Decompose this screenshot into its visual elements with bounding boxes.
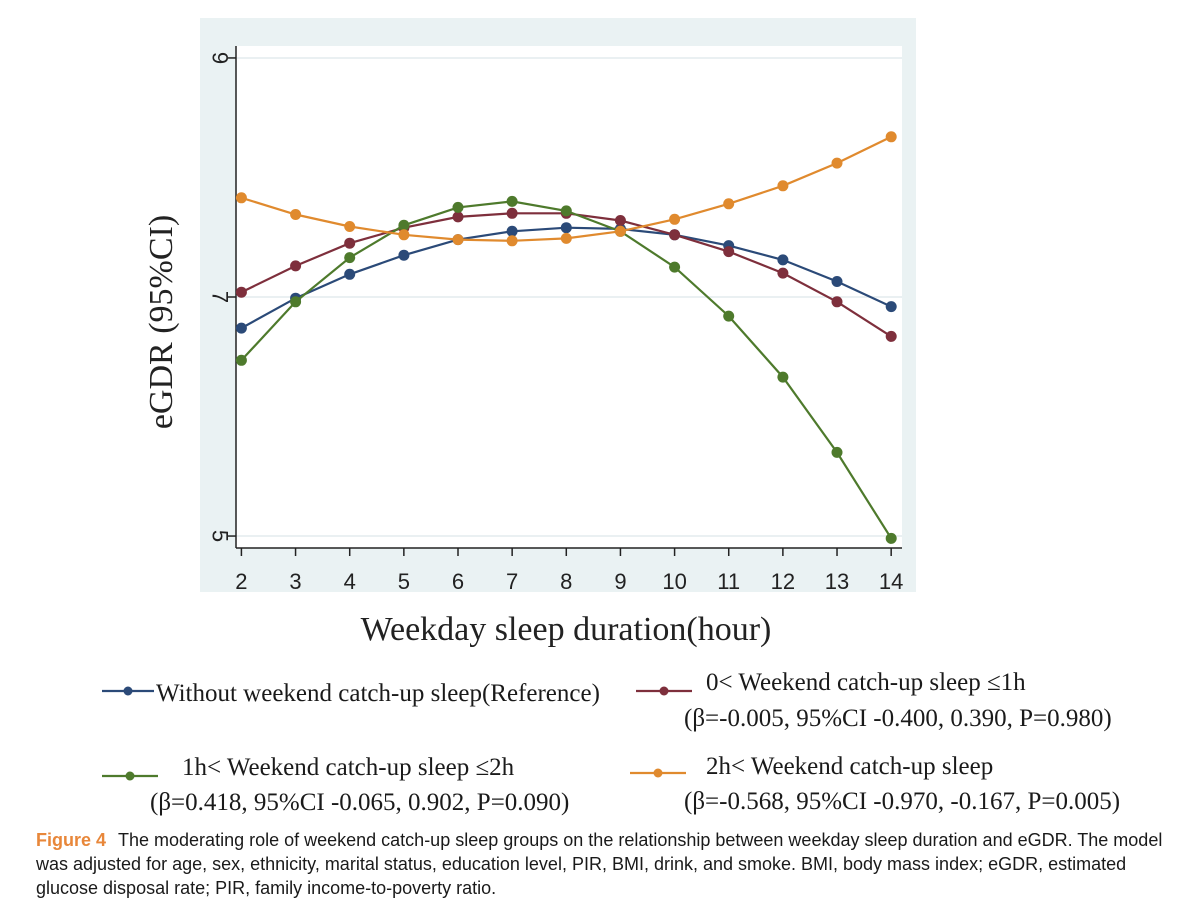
y-axis-label: eGDR (95%CI) [143,215,180,429]
series-2-point [290,260,302,272]
series-1-point [344,268,356,280]
x-tick-label: 3 [289,569,301,594]
legend: Without weekend catch-up sleep(Reference… [102,669,1120,816]
series-1-point [885,301,897,313]
series-3-point [452,201,464,213]
legend-label: Without weekend catch-up sleep(Reference… [156,680,600,707]
series-1-point [506,225,518,237]
series-4-point [506,235,518,247]
series-2-point [506,207,518,219]
x-tick-label: 12 [771,569,795,594]
x-tick-label: 13 [825,569,849,594]
series-3-point [235,354,247,366]
x-tick-label: 5 [398,569,410,594]
legend-label: 1h< Weekend catch-up sleep ≤2h [182,754,515,781]
series-4-point [398,229,410,241]
series-2-point [669,229,681,241]
series-1-point [235,322,247,334]
legend-swatch-marker [659,686,669,696]
y-tick-label: 9 [208,52,233,64]
x-tick-label: 8 [560,569,572,594]
series-2-point [723,246,735,258]
series-2-point [235,286,247,298]
y-tick-label: 7 [208,291,233,303]
legend-stat-note: (β=-0.005, 95%CI -0.400, 0.390, P=0.980) [684,705,1112,732]
series-3-point [290,296,302,308]
legend-label: 2h< Weekend catch-up sleep [706,753,993,780]
series-3-point [344,252,356,264]
series-3-point [831,446,843,458]
series-2-point [885,330,897,342]
figure-caption: Figure 4 The moderating role of weekend c… [36,828,1176,900]
legend-swatch-marker [653,768,663,778]
figure-label: Figure 4 [36,830,107,850]
x-tick-label: 7 [506,569,518,594]
series-4-point [614,225,626,237]
series-4-point [777,180,789,192]
x-tick-label: 11 [717,569,740,594]
x-tick-label: 2 [235,569,247,594]
series-4-point [560,232,572,244]
series-2-point [831,296,843,308]
chart: 5 7 9 2 3 4 5 6 7 8 9 10 11 12 13 14 eGDR (95%CI) Weekd… [102,18,1120,816]
series-1-point [398,249,410,261]
x-tick-label: 6 [452,569,464,594]
series-2-point [614,215,626,226]
y-tick-label: 5 [208,530,233,542]
series-4-point [831,157,843,169]
series-4-point [452,234,464,246]
legend-swatch-marker [125,771,135,781]
series-3-point [398,219,410,231]
series-4-point [885,131,897,143]
series-lines [235,131,897,544]
series-2-point [344,237,356,249]
series-3-point [777,371,789,383]
series-3-point [506,195,518,207]
legend-stat-note: (β=0.418, 95%CI -0.065, 0.902, P=0.090) [150,789,569,816]
series-4-point [669,213,681,225]
x-tick-label: 9 [614,569,626,594]
series-4-point [344,221,356,232]
legend-label: 0< Weekend catch-up sleep ≤1h [706,669,1026,696]
series-3-point [723,310,735,322]
series-2-point [777,267,789,279]
series-3-point [560,205,572,217]
legend-stat-note: (β=-0.568, 95%CI -0.970, -0.167, P=0.005… [684,788,1120,815]
series-1-point [777,254,789,266]
x-axis-label: Weekday sleep duration(hour) [361,611,772,648]
series-3-point [669,261,681,273]
series-3-point [885,532,897,544]
series-1-point [560,222,572,234]
legend-swatch-marker [123,686,133,696]
x-tick-label: 4 [344,569,356,594]
caption-text: The moderating role of weekend catch-up … [36,830,1163,898]
series-1-point [831,276,843,287]
series-4-point [235,192,247,204]
series-4-point [723,198,735,210]
x-tick-label: 10 [662,569,686,594]
axis-ticks: 5 7 9 2 3 4 5 6 7 8 9 10 11 12 13 14 [208,52,904,594]
series-2-point [452,211,464,223]
x-tick-label: 14 [879,569,903,594]
gridlines [236,57,902,537]
series-4-point [290,209,302,220]
